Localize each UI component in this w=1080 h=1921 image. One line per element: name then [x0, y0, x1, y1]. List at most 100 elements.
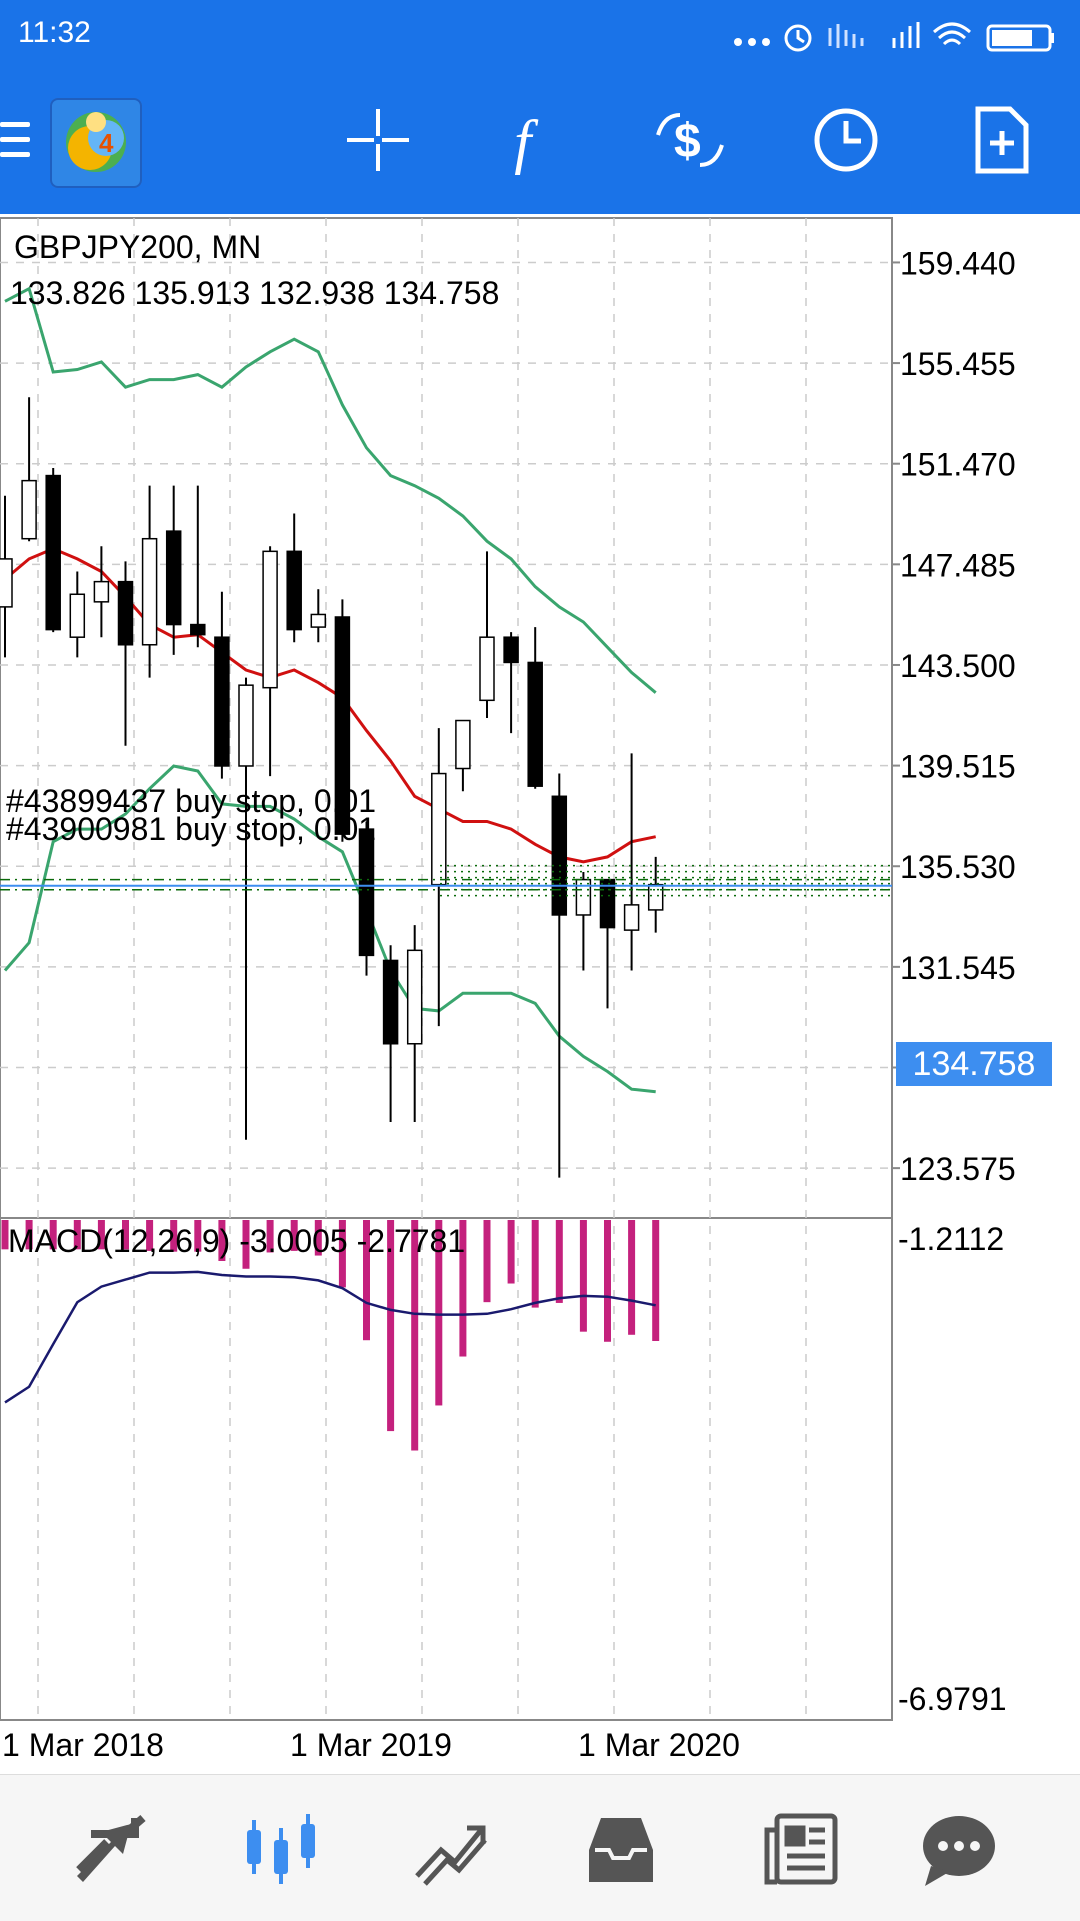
price-tick-label: 143.500 — [900, 648, 1016, 684]
macd-bar — [194, 1220, 202, 1252]
svg-text:f: f — [514, 109, 539, 175]
macd-bar — [579, 1220, 587, 1332]
wifi-icon — [933, 22, 971, 46]
price-tick-label: 147.485 — [900, 547, 1016, 583]
indicators-icon[interactable]: f — [484, 90, 584, 190]
order-label-1: #43899437 buy stop, 0.01 — [6, 783, 376, 819]
time-tick-label: 1 Mar 2020 — [578, 1727, 740, 1763]
trade-icon[interactable]: $ — [640, 90, 740, 190]
price-tick-label: 123.575 — [900, 1151, 1016, 1187]
new-order-icon[interactable] — [952, 90, 1052, 190]
macd-bar — [218, 1220, 226, 1261]
time-tick-label: 1 Mar 2019 — [290, 1727, 452, 1763]
macd-bar — [97, 1220, 105, 1250]
macd-bar — [555, 1220, 563, 1303]
timeframe-icon[interactable] — [796, 90, 896, 190]
top-toolbar: 4 f $ — [0, 72, 1080, 214]
macd-bar — [435, 1220, 443, 1406]
macd-axis-top: -1.2112 — [898, 1221, 1004, 1257]
mt4-logo[interactable]: 4 — [50, 98, 142, 188]
crosshair-icon[interactable] — [328, 90, 428, 190]
candle — [599, 878, 616, 1009]
moving-average-line — [4, 547, 657, 864]
macd-bar — [266, 1220, 274, 1253]
bollinger-upper-line — [4, 286, 657, 694]
more-dots-icon — [734, 38, 770, 46]
order-label-2: #43900981 buy stop, 0.01 — [6, 811, 376, 847]
bottom-navigation — [0, 1774, 1080, 1921]
price-axis: 159.440 155.455 151.470 147.485 143.500 139.5… — [892, 245, 1016, 1187]
candle — [382, 945, 399, 1123]
time-tick-label: 1 Mar 2018 — [2, 1727, 164, 1763]
price-tick-label: 135.530 — [900, 849, 1016, 885]
price-tick-label: 155.455 — [900, 346, 1016, 382]
candle — [117, 561, 134, 746]
macd-axis-bottom: -6.9791 — [898, 1681, 1007, 1717]
macd-bar — [531, 1220, 539, 1308]
candle — [45, 468, 61, 633]
price-tick-label: 139.515 — [900, 749, 1016, 785]
candle — [21, 397, 37, 542]
macd-bar — [1, 1220, 9, 1250]
candle — [141, 485, 158, 678]
menu-icon[interactable] — [0, 122, 30, 162]
symbol-label: GBPJPY200, MN — [14, 229, 261, 265]
macd-signal-line — [4, 1270, 656, 1404]
status-time: 11:32 — [18, 16, 91, 49]
candle — [431, 728, 447, 1027]
macd-bar — [483, 1220, 491, 1303]
candle — [551, 773, 568, 1178]
history-icon[interactable] — [576, 1805, 666, 1895]
candle — [358, 821, 375, 976]
quotes-icon[interactable] — [66, 1805, 156, 1895]
signal-icon — [892, 22, 920, 48]
macd-label: MACD(12,26,9) -3.0005 -2.7781 — [8, 1223, 465, 1259]
candle — [527, 627, 543, 789]
price-tick-label: 151.470 — [900, 447, 1016, 483]
candle — [262, 546, 278, 777]
bollinger-lower-line — [3, 764, 656, 1094]
candle — [69, 571, 86, 658]
trade-icon[interactable] — [406, 1805, 496, 1895]
candle — [334, 599, 351, 842]
status-icons — [734, 22, 1054, 52]
chart-area[interactable]: GBPJPY200, MN 133.826 135.913 132.938 13… — [0, 214, 1080, 1774]
macd-bar — [387, 1220, 395, 1432]
candle — [575, 872, 592, 971]
candle — [503, 632, 519, 734]
candle — [647, 856, 664, 933]
candle — [310, 589, 327, 643]
svg-text:$: $ — [674, 115, 701, 168]
macd-bar — [242, 1220, 250, 1269]
candles — [0, 397, 664, 1178]
chart-frame — [0, 217, 893, 1721]
macd-bar — [507, 1220, 515, 1284]
status-bar: 11:32 — [0, 0, 1080, 72]
candle — [93, 546, 110, 638]
chat-icon[interactable] — [914, 1805, 1004, 1895]
macd-bar — [338, 1220, 346, 1288]
chart-icon[interactable] — [236, 1805, 326, 1895]
price-tick-label: 131.545 — [900, 950, 1016, 986]
macd-bar — [459, 1220, 467, 1357]
macd-bar — [411, 1220, 419, 1451]
candle — [479, 551, 495, 718]
current-price-tag: 134.758 — [896, 1042, 1052, 1086]
price-chart[interactable]: GBPJPY200, MN 133.826 135.913 132.938 13… — [0, 214, 1080, 1774]
candle — [406, 925, 423, 1123]
macd-bar — [122, 1220, 129, 1250]
signal-weak-icon — [828, 24, 864, 48]
macd-bar — [652, 1220, 660, 1341]
ohlc-label: 133.826 135.913 132.938 134.758 — [10, 275, 499, 311]
candle — [238, 677, 254, 1140]
news-icon[interactable] — [756, 1805, 846, 1895]
macd-bar — [73, 1220, 81, 1250]
macd-bar — [25, 1220, 33, 1250]
order-dots — [440, 864, 892, 897]
macd-histogram — [1, 1220, 660, 1451]
macd-bar — [628, 1220, 636, 1335]
price-tick-label: 159.440 — [900, 245, 1016, 281]
candle — [0, 495, 13, 658]
candle — [623, 753, 640, 971]
macd-bar — [363, 1220, 370, 1341]
